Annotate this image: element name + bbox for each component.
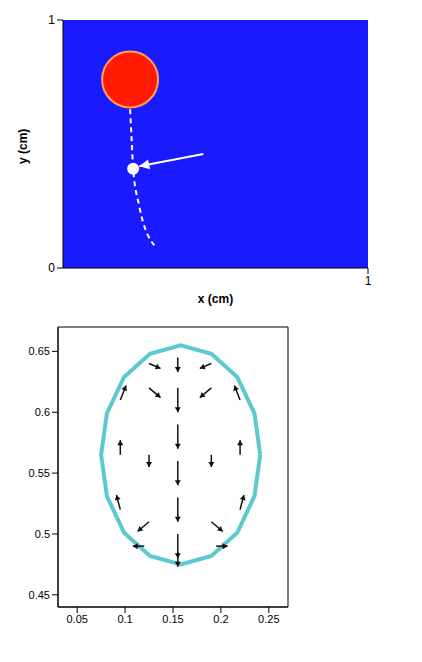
- svg-text:y (cm): y (cm): [16, 129, 30, 164]
- svg-text:0.15: 0.15: [162, 613, 183, 625]
- svg-text:0.65: 0.65: [29, 345, 50, 357]
- svg-text:0.05: 0.05: [66, 613, 87, 625]
- svg-text:0.6: 0.6: [35, 406, 50, 418]
- svg-text:0: 0: [48, 261, 55, 275]
- svg-text:x (cm): x (cm): [198, 292, 233, 306]
- svg-text:0.2: 0.2: [213, 613, 228, 625]
- svg-text:1: 1: [365, 274, 372, 288]
- svg-text:0.55: 0.55: [29, 467, 50, 479]
- svg-text:0.25: 0.25: [258, 613, 279, 625]
- svg-text:0.1: 0.1: [117, 613, 132, 625]
- svg-text:1: 1: [48, 13, 55, 27]
- svg-text:0.5: 0.5: [35, 528, 50, 540]
- svg-text:0.45: 0.45: [29, 589, 50, 601]
